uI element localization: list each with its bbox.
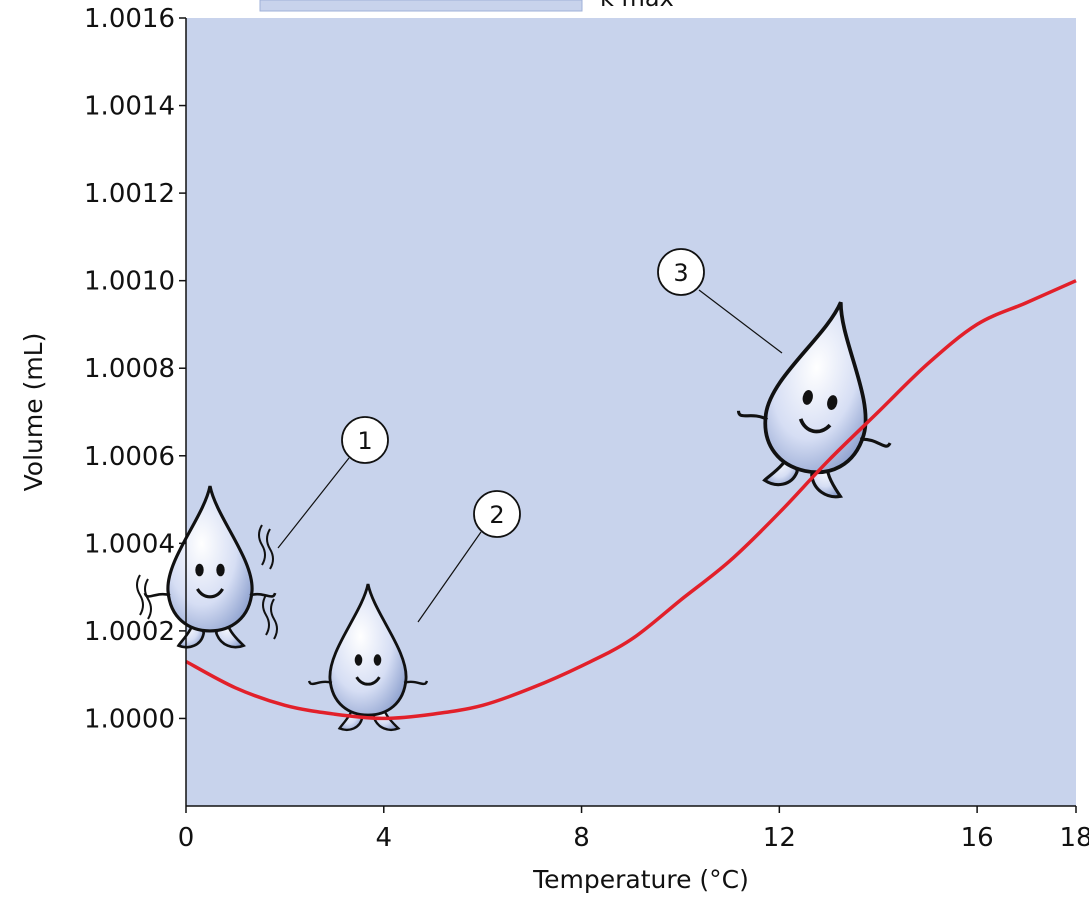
y-tick-label: 1.0002	[84, 617, 175, 647]
callout-number-1: 1	[357, 427, 372, 455]
x-tick-label: 8	[573, 823, 590, 853]
data-curve	[185, 279, 1077, 721]
y-tick-label: 1.0004	[84, 529, 175, 559]
top-caption-box	[259, 0, 583, 12]
callout-number-3: 3	[673, 259, 688, 287]
top-caption-text: k max	[600, 0, 674, 12]
x-tick-label: 4	[376, 823, 393, 853]
droplet-2-icon	[307, 583, 429, 732]
y-tick-label: 1.0000	[84, 704, 175, 734]
callout-number-2: 2	[489, 501, 504, 529]
callout-circle-1	[341, 416, 389, 464]
callout-circle-2	[473, 490, 521, 538]
y-axis-title: Volume (mL)	[19, 333, 48, 492]
y-tick-label: 1.0012	[84, 179, 175, 209]
x-tick-label: 18	[1059, 823, 1089, 853]
callout-leader-1	[277, 457, 350, 549]
droplet-3-icon	[736, 301, 892, 499]
y-tick-label: 1.0006	[84, 442, 175, 472]
shiver-marks-right-lower-icon	[262, 594, 278, 640]
shiver-marks-left-icon	[136, 574, 152, 620]
y-ticks: 1.0000 1.0002 1.0004 1.0006 1.0008 1.0010 1.00…	[84, 4, 186, 734]
x-tick-label: 0	[178, 823, 195, 853]
x-tick-label: 12	[763, 823, 796, 853]
callout-leader-2	[417, 531, 482, 623]
droplet-illustrations	[136, 301, 892, 732]
y-tick-label: 1.0016	[84, 4, 175, 34]
y-tick-label: 1.0008	[84, 354, 175, 384]
x-ticks: 0 4 8 12 16 18	[178, 806, 1089, 853]
y-tick-label: 1.0010	[84, 267, 175, 297]
shiver-marks-right-icon	[258, 524, 274, 570]
callout-circle-3	[657, 248, 705, 296]
callouts: 1 2 3	[277, 248, 783, 623]
x-tick-label: 16	[961, 823, 994, 853]
x-axis-title: Temperature (°C)	[532, 865, 749, 894]
y-tick-label: 1.0014	[84, 92, 175, 122]
plot-background	[186, 18, 1076, 806]
callout-leader-3	[698, 289, 783, 354]
